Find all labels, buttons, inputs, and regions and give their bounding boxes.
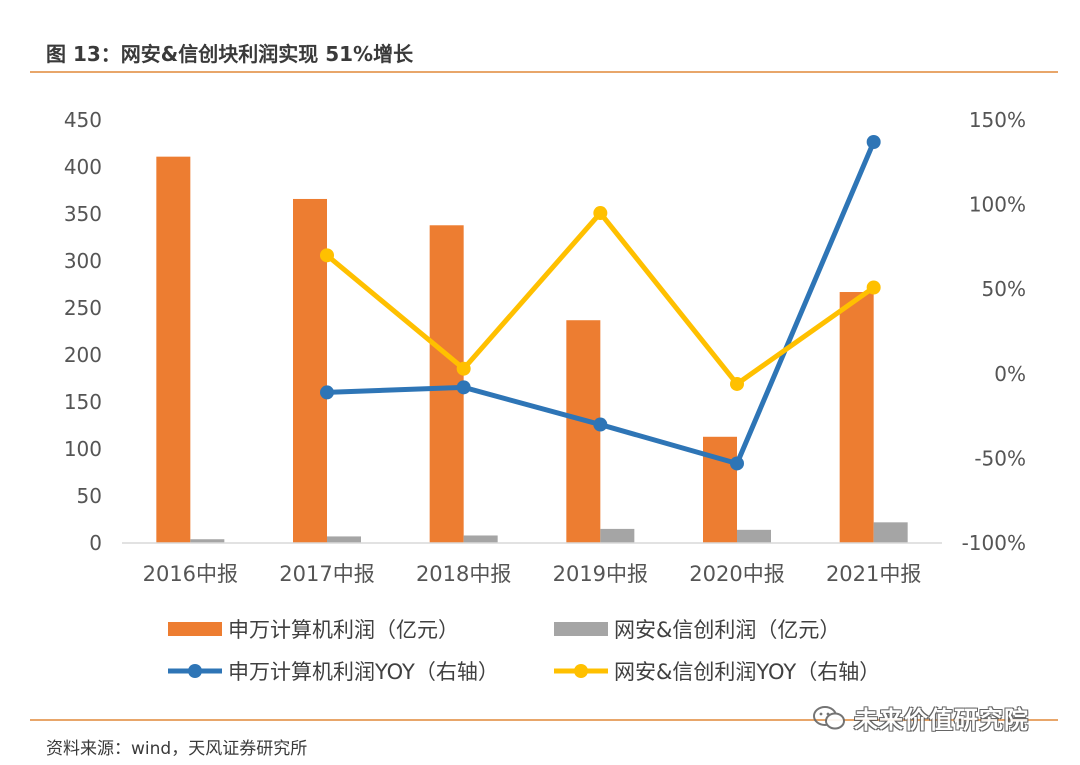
point-security-yoy-3 [593, 206, 608, 221]
left-tick-label: 300 [64, 249, 102, 273]
left-tick-label: 150 [64, 390, 102, 414]
x-tick-label: 2018中报 [416, 562, 511, 586]
point-security-yoy-4 [730, 376, 744, 391]
right-tick-label: -100% [962, 531, 1026, 555]
watermark-text: 未来价值研究院 [854, 706, 1029, 734]
legend-label: 申万计算机利润YOY（右轴） [228, 660, 499, 684]
point-computer-yoy-1 [320, 385, 334, 400]
left-tick-label: 50 [77, 484, 102, 508]
legend-swatch-1 [554, 622, 608, 636]
right-tick-label: 100% [969, 193, 1026, 217]
bar-computer-profit-3 [566, 320, 601, 543]
legend-marker-2 [188, 664, 202, 678]
bar-security-profit-4 [737, 529, 771, 543]
legend-swatch-0 [168, 622, 222, 636]
point-computer-yoy-4 [730, 456, 744, 471]
bar-computer-profit-5 [839, 292, 874, 543]
point-computer-yoy-2 [456, 380, 471, 395]
x-tick-label: 2017中报 [279, 562, 374, 586]
bar-security-profit-2 [463, 535, 498, 543]
point-security-yoy-5 [866, 280, 881, 295]
figure-title: 图 13：网安&信创块利润实现 51%增长 [46, 42, 414, 66]
bar-security-profit-3 [600, 528, 635, 543]
wechat-icon [813, 705, 845, 729]
left-tick-label: 250 [64, 296, 102, 320]
legend-label: 网安&信创利润YOY（右轴） [614, 660, 880, 684]
point-computer-yoy-3 [593, 417, 608, 432]
left-tick-label: 200 [64, 343, 102, 367]
right-axis-ticks: -100% -50% 0% 50% 100% 150% [962, 108, 1026, 555]
bar-security-profit-1 [327, 536, 361, 543]
right-tick-label: 150% [969, 108, 1026, 132]
right-tick-label: 50% [982, 277, 1026, 301]
legend-label: 申万计算机利润（亿元） [228, 618, 459, 642]
x-tick-label: 2021中报 [826, 562, 921, 586]
bottom-rule [30, 719, 1058, 721]
point-security-yoy-2 [456, 361, 471, 376]
watermark: 未来价值研究院 [812, 700, 1029, 735]
x-axis-ticks: 2016中报 2017中报 2018中报 2019中报 2020中报 2021中报 [143, 562, 922, 586]
right-tick-label: 0% [994, 362, 1026, 386]
chart: 0 50 100 150 200 250 300 350 400 450 -100% -50% 0% 5… [64, 108, 1026, 684]
legend: 申万计算机利润（亿元） 网安&信创利润（亿元） 申万计算机利润YOY（右轴） 网安&信… [168, 618, 880, 684]
left-tick-label: 400 [64, 155, 102, 179]
left-tick-label: 350 [64, 202, 102, 226]
point-computer-yoy-5 [866, 134, 881, 149]
legend-label: 网安&信创利润（亿元） [614, 618, 840, 642]
left-tick-label: 100 [64, 437, 102, 461]
line-security-yoy [325, 210, 876, 387]
bar-security-profit-0 [190, 539, 225, 543]
x-tick-label: 2020中报 [689, 562, 784, 586]
x-tick-label: 2019中报 [553, 562, 648, 586]
bar-computer-profit-0 [156, 156, 191, 543]
legend-marker-3 [574, 664, 588, 678]
top-rule [30, 71, 1058, 73]
left-tick-label: 450 [64, 108, 102, 132]
left-tick-label: 0 [89, 531, 102, 555]
left-axis-ticks: 0 50 100 150 200 250 300 350 400 450 [64, 108, 102, 555]
right-tick-label: -50% [974, 446, 1026, 470]
lines-layer [320, 134, 881, 471]
line-computer-yoy [326, 141, 876, 466]
source-note: 资料来源：wind，天风证券研究所 [46, 739, 308, 759]
x-tick-label: 2016中报 [143, 562, 238, 586]
bars-layer [156, 156, 908, 543]
point-security-yoy-1 [320, 248, 334, 263]
bar-security-profit-5 [873, 522, 908, 543]
